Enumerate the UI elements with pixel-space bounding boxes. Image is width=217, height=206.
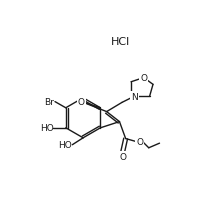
- Text: O: O: [78, 98, 85, 107]
- Text: HO: HO: [59, 140, 72, 150]
- Text: Br: Br: [44, 98, 54, 107]
- Text: HCl: HCl: [110, 37, 130, 47]
- Text: N: N: [131, 92, 138, 101]
- Text: O: O: [119, 152, 126, 161]
- Text: O: O: [140, 74, 147, 83]
- Text: HO: HO: [40, 124, 53, 133]
- Text: O: O: [136, 137, 143, 146]
